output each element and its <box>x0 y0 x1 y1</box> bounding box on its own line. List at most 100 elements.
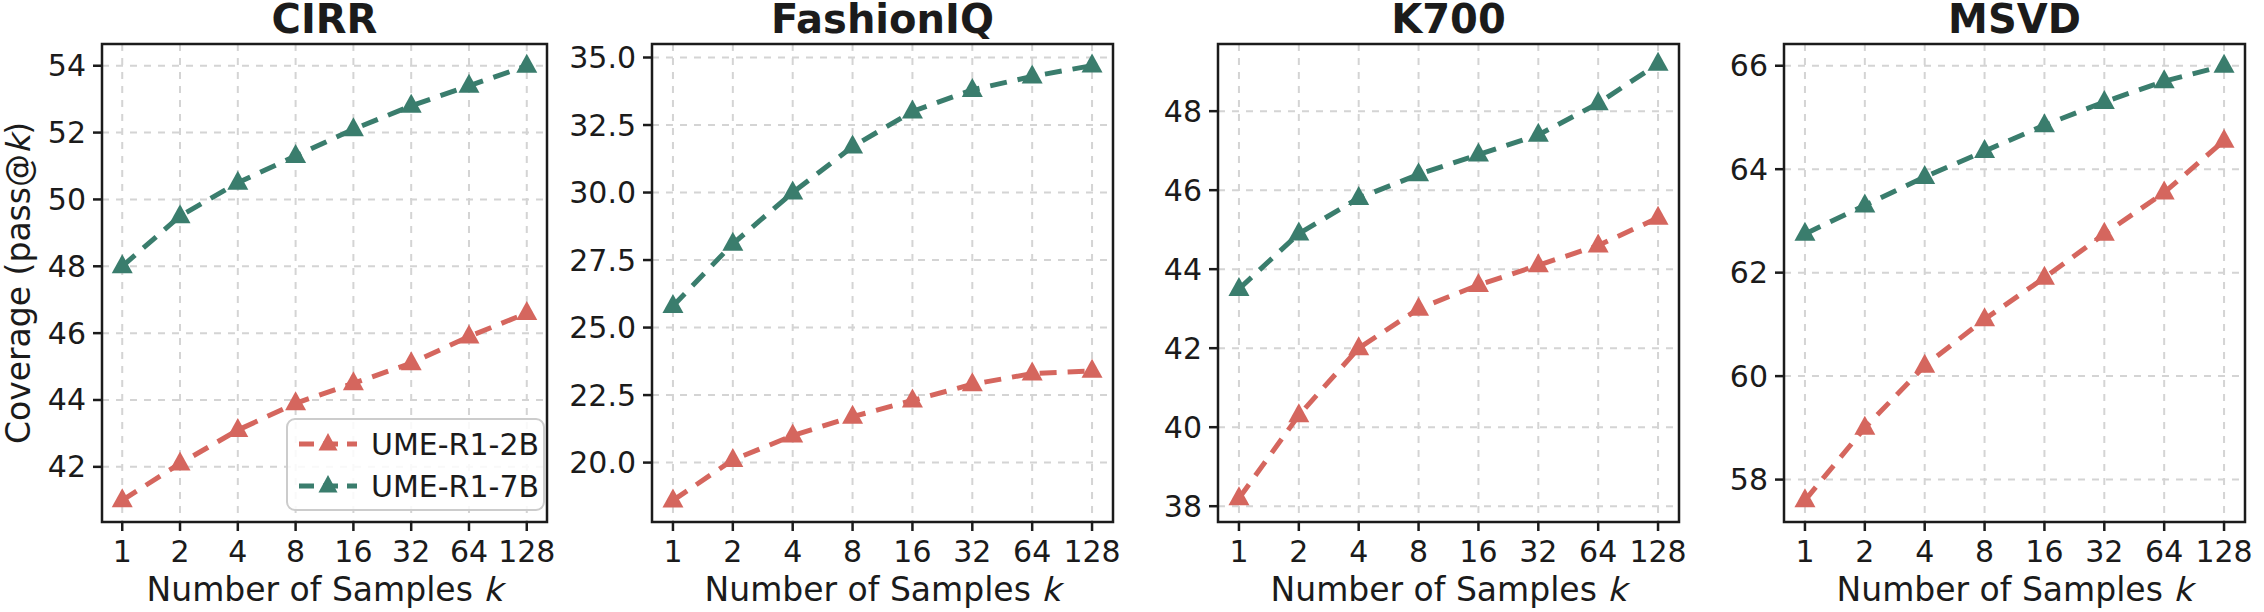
x-tick-label: 1 <box>1229 534 1248 569</box>
x-tick-label: 2 <box>723 534 742 569</box>
x-axis-label: Number of Samples k <box>147 570 508 609</box>
chart-svg-k700: 1248163264128384042444648K700Number of S… <box>1132 0 1698 612</box>
series-marker-ume-r1-2b <box>1914 354 1935 373</box>
y-tick-label: 58 <box>1730 462 1768 497</box>
chart-title: MSVD <box>1948 0 2081 42</box>
chart-panel-k700: 1248163264128384042444648K700Number of S… <box>1132 0 1698 612</box>
series-marker-ume-r1-7b <box>1648 52 1669 71</box>
x-axis-label: Number of Samples k <box>1271 570 1632 609</box>
chart-title: FashionIQ <box>771 0 994 42</box>
series-marker-ume-r1-7b <box>343 117 364 136</box>
y-tick-label: 48 <box>48 249 86 284</box>
chart-svg-fashioniq: 124816326412820.022.525.027.530.032.535.… <box>566 0 1132 612</box>
x-tick-label: 64 <box>1013 534 1051 569</box>
series-marker-ume-r1-2b <box>1022 361 1043 380</box>
y-axis-label: Coverage (pass@k) <box>0 122 38 444</box>
series-marker-ume-r1-2b <box>1408 297 1429 316</box>
series-line-ume-r1-7b <box>673 66 1092 306</box>
x-tick-label: 32 <box>392 534 430 569</box>
series-marker-ume-r1-7b <box>2094 90 2115 109</box>
y-tick-label: 52 <box>48 115 86 150</box>
series-line-ume-r1-2b <box>1239 218 1658 499</box>
series-marker-ume-r1-7b <box>516 54 537 73</box>
x-tick-label: 32 <box>1519 534 1557 569</box>
series-marker-ume-r1-2b <box>902 388 923 407</box>
x-tick-label: 1 <box>663 534 682 569</box>
plot-border <box>1784 44 2245 522</box>
x-tick-label: 2 <box>170 534 189 569</box>
x-tick-label: 1 <box>113 534 132 569</box>
series-marker-ume-r1-7b <box>1854 193 1875 212</box>
chart-svg-msvd: 12481632641285860626466MSVDNumber of Sam… <box>1698 0 2264 612</box>
legend-label: UME-R1-7B <box>371 469 539 504</box>
series-marker-ume-r1-7b <box>782 181 803 200</box>
series-marker-ume-r1-7b <box>1588 91 1609 110</box>
y-tick-label: 48 <box>1164 94 1202 129</box>
series-marker-ume-r1-2b <box>2094 222 2115 241</box>
x-tick-label: 4 <box>228 534 247 569</box>
y-tick-label: 66 <box>1730 48 1768 83</box>
x-tick-label: 8 <box>1409 534 1428 569</box>
plot-border <box>652 44 1113 522</box>
legend-label: UME-R1-2B <box>371 427 539 462</box>
x-tick-label: 16 <box>334 534 372 569</box>
x-tick-label: 64 <box>450 534 488 569</box>
x-tick-label: 128 <box>1629 534 1686 569</box>
x-tick-label: 16 <box>893 534 931 569</box>
y-tick-label: 62 <box>1730 255 1768 290</box>
series-marker-ume-r1-7b <box>285 144 306 163</box>
series-marker-ume-r1-2b <box>516 301 537 320</box>
series-line-ume-r1-2b <box>673 371 1092 501</box>
x-tick-label: 4 <box>1915 534 1934 569</box>
y-tick-label: 50 <box>48 182 86 217</box>
x-tick-label: 128 <box>498 534 555 569</box>
series-marker-ume-r1-7b <box>962 78 983 97</box>
series-marker-ume-r1-2b <box>2214 129 2235 148</box>
x-tick-label: 8 <box>843 534 862 569</box>
x-tick-label: 16 <box>1459 534 1497 569</box>
x-tick-label: 32 <box>953 534 991 569</box>
series-marker-ume-r1-7b <box>1022 64 1043 83</box>
y-tick-label: 42 <box>48 449 86 484</box>
plot-border <box>1218 44 1679 522</box>
y-tick-label: 46 <box>48 316 86 351</box>
y-tick-label: 44 <box>48 382 86 417</box>
y-tick-label: 20.0 <box>569 445 636 480</box>
series-marker-ume-r1-2b <box>962 372 983 391</box>
y-tick-label: 30.0 <box>569 175 636 210</box>
x-tick-label: 4 <box>783 534 802 569</box>
series-marker-ume-r1-2b <box>1854 416 1875 435</box>
series-marker-ume-r1-7b <box>842 135 863 154</box>
y-tick-label: 44 <box>1164 252 1202 287</box>
y-tick-label: 32.5 <box>569 108 636 143</box>
series-marker-ume-r1-2b <box>1082 359 1103 378</box>
x-tick-label: 64 <box>1579 534 1617 569</box>
x-tick-label: 32 <box>2085 534 2123 569</box>
series-marker-ume-r1-2b <box>722 448 743 467</box>
x-tick-label: 4 <box>1349 534 1368 569</box>
x-tick-label: 2 <box>1289 534 1308 569</box>
x-tick-label: 8 <box>286 534 305 569</box>
x-axis-label: Number of Samples k <box>705 570 1066 609</box>
chart-panel-msvd: 12481632641285860626466MSVDNumber of Sam… <box>1698 0 2264 612</box>
chart-panel-fashioniq: 124816326412820.022.525.027.530.032.535.… <box>566 0 1132 612</box>
figure-row: 124816326412842444648505254UME-R1-2BUME-… <box>0 0 2264 612</box>
x-tick-label: 2 <box>1855 534 1874 569</box>
y-tick-label: 35.0 <box>569 40 636 75</box>
y-tick-label: 60 <box>1730 359 1768 394</box>
y-tick-label: 54 <box>48 48 86 83</box>
y-tick-label: 46 <box>1164 173 1202 208</box>
x-tick-label: 16 <box>2025 534 2063 569</box>
series-marker-ume-r1-7b <box>1082 54 1103 73</box>
chart-title: CIRR <box>272 0 378 42</box>
series-marker-ume-r1-2b <box>1648 206 1669 225</box>
series-marker-ume-r1-7b <box>1348 186 1369 205</box>
series-marker-ume-r1-7b <box>2214 54 2235 73</box>
y-tick-label: 27.5 <box>569 243 636 278</box>
x-tick-label: 128 <box>1063 534 1120 569</box>
y-tick-label: 42 <box>1164 331 1202 366</box>
x-tick-label: 128 <box>2195 534 2252 569</box>
chart-title: K700 <box>1391 0 1506 42</box>
x-axis-label: Number of Samples k <box>1837 570 2198 609</box>
y-tick-label: 38 <box>1164 489 1202 524</box>
